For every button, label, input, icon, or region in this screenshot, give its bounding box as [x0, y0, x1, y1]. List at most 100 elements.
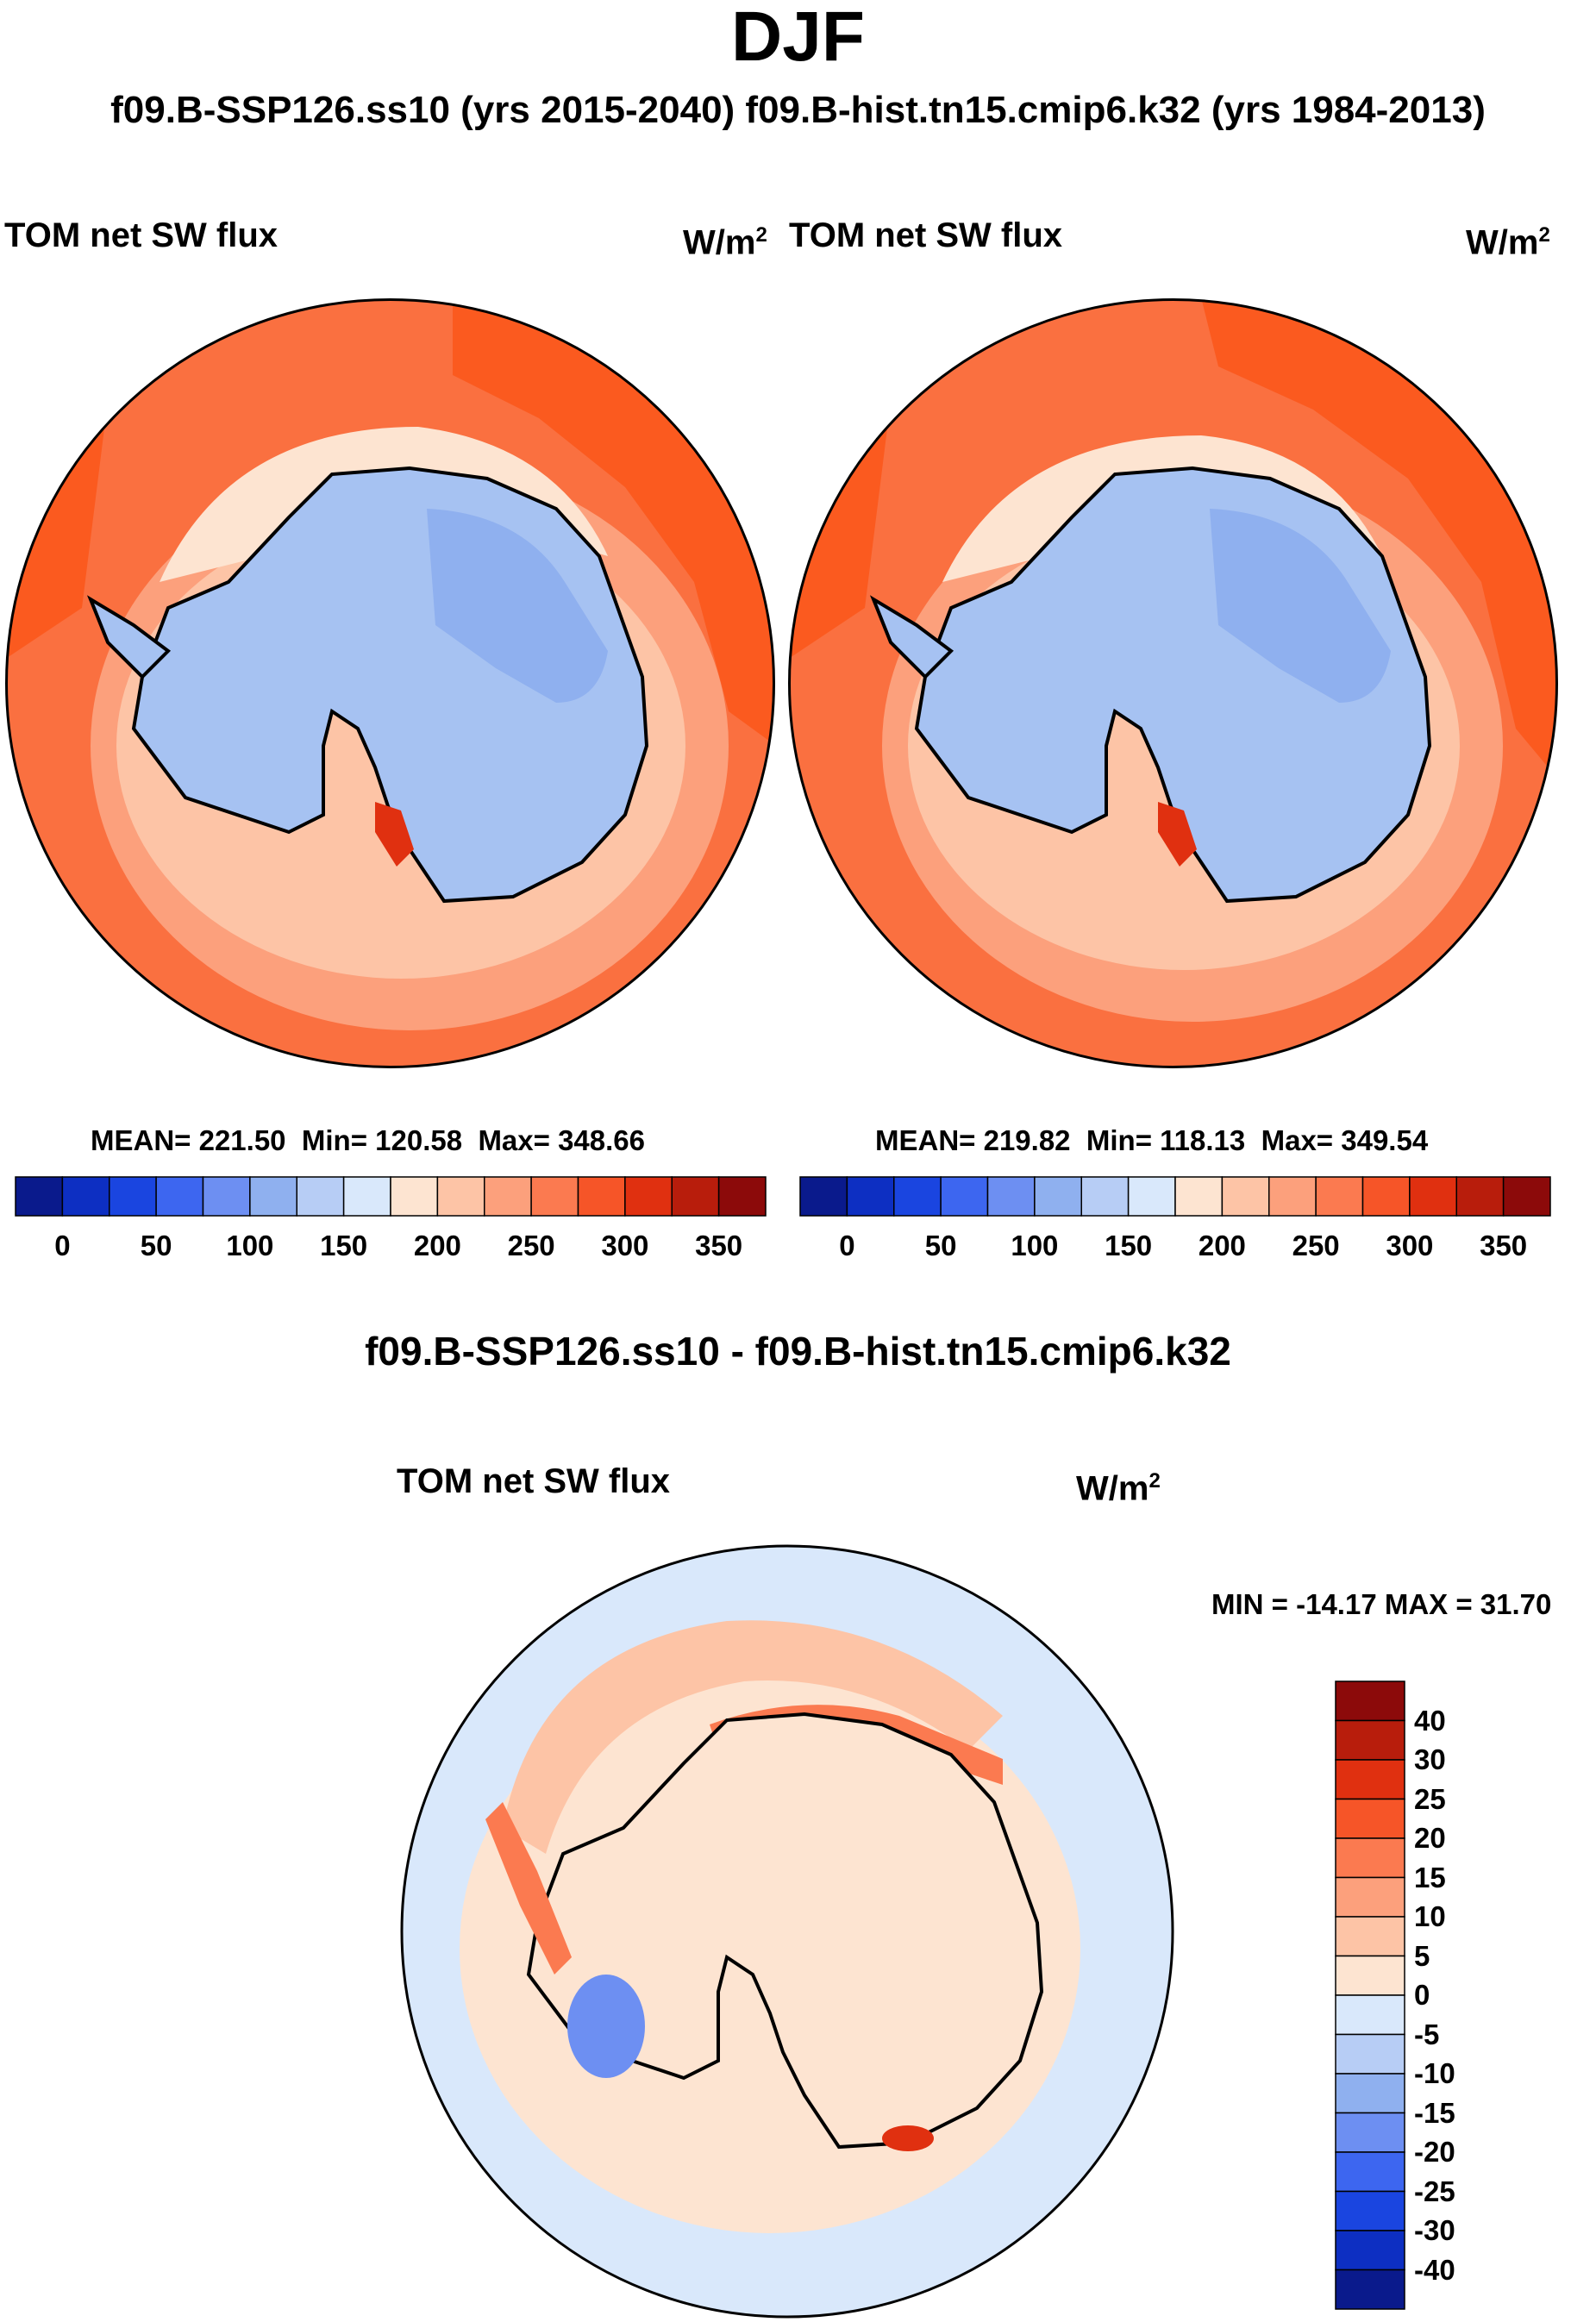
panel1-colorbar-tick-label: 350 — [695, 1230, 743, 1261]
diff-minmax: MIN = -14.17 MAX = 31.70 — [1211, 1588, 1552, 1620]
panel1-colorbar — [15, 1176, 767, 1217]
panel1-frame — [5, 298, 775, 1068]
diff-colorbar-box — [1335, 1798, 1405, 1839]
diff-colorbar-box — [1335, 2151, 1405, 2193]
panel2-ross-warm — [1158, 802, 1197, 867]
panel1-colorbar-tick-label: 200 — [413, 1230, 461, 1261]
diff-colorbar-tick-label: 5 — [1414, 1939, 1430, 1972]
panel1-colorbar-tick-label: 0 — [54, 1230, 71, 1261]
diff-peninsula-warm — [485, 1802, 572, 1975]
diff-colorbar-tick-label: -25 — [1414, 2175, 1455, 2207]
panel1-colorbar-tick-label: 250 — [507, 1230, 555, 1261]
panel2-colorbar-box — [799, 1176, 848, 1217]
diff-colorbar-box — [1335, 1759, 1405, 1800]
panel2-colorbar-box — [1174, 1176, 1224, 1217]
diff-blue-patch — [567, 1975, 645, 2078]
diff-colorbar-tick-label: 0 — [1414, 1979, 1430, 2011]
panel1-colorbar-box — [202, 1176, 251, 1217]
panel2-ice-plateau — [1210, 509, 1391, 703]
panel2-colorbar-box — [893, 1176, 942, 1217]
panel2-colorbar — [799, 1176, 1551, 1217]
panel2-colorbar-box — [1361, 1176, 1411, 1217]
panel1-colorbar-box — [671, 1176, 720, 1217]
diff-colorbar-box — [1335, 1876, 1405, 1918]
diff-colorbar-tick-label: 20 — [1414, 1822, 1446, 1854]
panel1-colorbar-box — [577, 1176, 626, 1217]
diff-colorbar-box — [1335, 1916, 1405, 1957]
panel2-colorbar-box — [1221, 1176, 1270, 1217]
panel1-colorbar-box — [484, 1176, 532, 1217]
diff-colorbar-box — [1335, 1994, 1405, 2036]
panel2-colorbar-tick-label: 100 — [1011, 1230, 1059, 1261]
diff-colorbar-tick-label: -40 — [1414, 2253, 1455, 2286]
panel1-ice-plateau — [427, 509, 608, 703]
panel1-colorbar-box — [530, 1176, 579, 1217]
diff-panel-title: TOM net SW flux — [397, 1462, 671, 1500]
panel2-map — [788, 298, 1558, 1068]
diff-colorbar-box — [1335, 2073, 1405, 2114]
panel1-colorbar-box — [155, 1176, 204, 1217]
diff-colorbar — [1335, 1680, 1405, 2310]
diff-colorbar-tick-label: -30 — [1414, 2214, 1455, 2246]
diff-frame — [400, 1544, 1174, 2319]
panel1-mean: MEAN= 221.50 — [91, 1124, 286, 1156]
diff-title: f09.B-SSP126.ss10 - f09.B-hist.tn15.cmip… — [365, 1329, 1231, 1374]
diff-colorbar-tick-label: 30 — [1414, 1743, 1446, 1775]
panel1-colorbar-box — [390, 1176, 439, 1217]
diff-colorbar-tick-label: -15 — [1414, 2096, 1455, 2129]
diff-colorbar-tick-label: 40 — [1414, 1704, 1446, 1737]
panel1-colorbar-box — [61, 1176, 110, 1217]
panel2-colorbar-tick-label: 350 — [1480, 1230, 1528, 1261]
panel1-colorbar-box — [624, 1176, 673, 1217]
figure-subtitle: f09.B-SSP126.ss10 (yrs 2015-2040) f09.B-… — [110, 89, 1486, 131]
panel1-colorbar-tick-label: 50 — [140, 1230, 172, 1261]
panel1-colorbar-box — [15, 1176, 64, 1217]
diff-colorbar-box — [1335, 1719, 1405, 1761]
panel1-colorbar-box — [296, 1176, 345, 1217]
panel2-colorbar-tick-label: 0 — [839, 1230, 855, 1261]
panel2-colorbar-tick-label: 150 — [1105, 1230, 1153, 1261]
diff-pale-ring — [503, 1620, 1003, 1854]
diff-colorbar-box — [1335, 1837, 1405, 1879]
panel2-mean: MEAN= 219.82 — [875, 1124, 1071, 1156]
panel1-units: W/m2 — [683, 223, 767, 262]
panel2-title: TOM net SW flux — [789, 216, 1063, 254]
diff-colorbar-tick-label: -5 — [1414, 2018, 1440, 2050]
panel2-colorbar-tick-label: 200 — [1198, 1230, 1246, 1261]
diff-colorbar-tick-label: 10 — [1414, 1900, 1446, 1932]
panel1-colorbar-box — [342, 1176, 391, 1217]
panel1-colorbar-ticks: 0 50 100 150 200 250 300 350 — [16, 1229, 766, 1263]
panel1-colorbar-box — [109, 1176, 157, 1217]
diff-colorbar-box — [1335, 2269, 1405, 2310]
panel1-colorbar-box — [717, 1176, 767, 1217]
panel1-colorbar-tick-label: 150 — [320, 1230, 368, 1261]
panel1-stats: MEAN= 221.50 Min= 120.58 Max= 348.66 — [91, 1123, 645, 1159]
panel1-colorbar-box — [249, 1176, 297, 1217]
panel1-colorbar-box — [436, 1176, 485, 1217]
panel2-units: W/m2 — [1466, 223, 1550, 262]
panel1-ross-warm — [375, 802, 414, 867]
panel2-stats: MEAN= 219.82 Min= 118.13 Max= 349.54 — [875, 1123, 1428, 1159]
panel1-colorbar-tick-label: 300 — [601, 1230, 649, 1261]
panel2-colorbar-box — [1409, 1176, 1457, 1217]
panel2-colorbar-box — [846, 1176, 895, 1217]
panel1-max: Max= 348.66 — [478, 1124, 646, 1156]
panel2-colorbar-tick-label: 50 — [924, 1230, 957, 1261]
diff-panel-units: W/m2 — [1076, 1469, 1161, 1508]
panel2-colorbar-box — [1127, 1176, 1176, 1217]
diff-colorbar-box — [1335, 1955, 1405, 1996]
panel2-colorbar-ticks: 0 50 100 150 200 250 300 350 — [800, 1229, 1550, 1263]
panel2-max: Max= 349.54 — [1261, 1124, 1429, 1156]
panel2-colorbar-tick-label: 300 — [1386, 1230, 1434, 1261]
panel2-colorbar-box — [1034, 1176, 1082, 1217]
panel1-colorbar-tick-label: 100 — [226, 1230, 274, 1261]
panel2-colorbar-tick-label: 250 — [1292, 1230, 1340, 1261]
panel2-colorbar-box — [940, 1176, 989, 1217]
panel2-colorbar-box — [1502, 1176, 1551, 1217]
diff-colorbar-box — [1335, 2230, 1405, 2271]
panel2-peninsula — [869, 595, 954, 679]
diff-red-spot — [882, 2125, 934, 2151]
panel2-min: Min= 118.13 — [1086, 1124, 1246, 1156]
panel1-min: Min= 120.58 — [301, 1124, 463, 1156]
diff-colorbar-box — [1335, 2033, 1405, 2075]
